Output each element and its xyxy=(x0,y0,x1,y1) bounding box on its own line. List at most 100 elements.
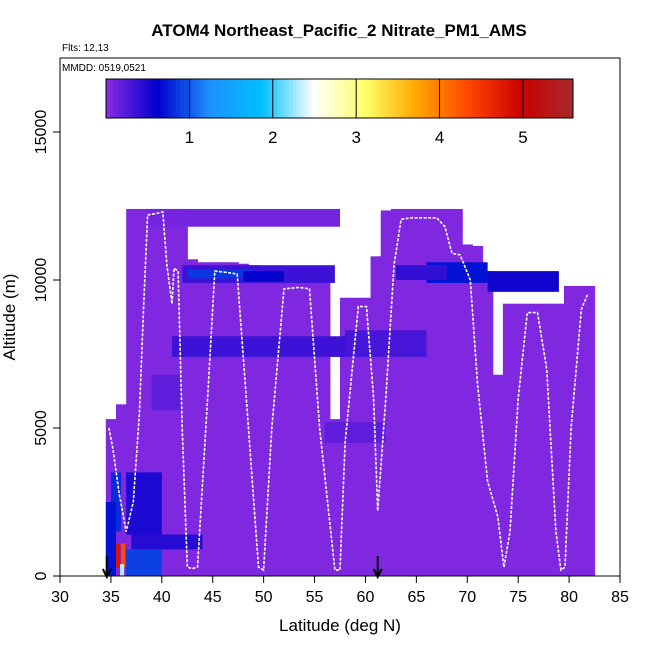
y-axis-label: Altitude (m) xyxy=(0,274,19,361)
flight-track xyxy=(108,210,589,572)
colorbar-swatch xyxy=(199,79,204,118)
colorbar-swatch xyxy=(405,79,411,118)
colorbar-swatch xyxy=(285,79,290,118)
curtain-column xyxy=(574,285,585,576)
y-axis: 0 5000 10000 15000 xyxy=(33,110,60,580)
curtain-bin xyxy=(116,543,121,568)
colorbar-swatch xyxy=(565,79,570,118)
colorbar-swatch xyxy=(164,79,169,118)
y-tick-label: 0 xyxy=(33,571,50,580)
curtain-column xyxy=(278,278,290,576)
colorbar-swatch xyxy=(152,79,158,118)
colorbar-swatch xyxy=(366,79,372,118)
colorbar-swatch xyxy=(432,79,438,118)
colorbar-swatch xyxy=(382,79,387,118)
x-tick-label: 70 xyxy=(458,589,476,606)
colorbar-swatch xyxy=(226,79,232,118)
curtain-column xyxy=(187,259,199,576)
curtain-column xyxy=(228,262,239,576)
curtain-column xyxy=(553,303,565,576)
flights-annotation: Flts: 12,13 xyxy=(62,43,109,54)
colorbar-swatch xyxy=(230,79,235,118)
colorbar-swatch xyxy=(121,79,126,118)
colorbar-swatch xyxy=(113,79,119,118)
colorbar-tick-label: 2 xyxy=(268,128,277,147)
colorbar-swatch xyxy=(355,79,360,118)
curtain-column xyxy=(126,208,137,576)
colorbar-swatch xyxy=(510,79,516,118)
curtain-column xyxy=(299,278,311,576)
colorbar-swatch xyxy=(506,79,512,118)
colorbar-swatch xyxy=(487,79,492,118)
colorbar-swatch xyxy=(553,79,558,118)
curtain-column xyxy=(289,278,300,576)
x-axis-label: Latitude (deg N) xyxy=(279,616,401,635)
colorbar-swatch xyxy=(491,79,496,118)
colorbar-swatch xyxy=(514,79,520,118)
colorbar-swatch xyxy=(393,79,399,118)
colorbar-tick-label: 3 xyxy=(351,128,360,147)
x-tick-label: 85 xyxy=(611,589,629,606)
curtain-bin xyxy=(396,265,447,280)
colorbar-swatch xyxy=(456,79,461,118)
colorbar-swatch xyxy=(129,79,134,118)
curtain-bin xyxy=(345,330,427,357)
colorbar-swatch xyxy=(257,79,263,118)
colorbar-swatch xyxy=(304,79,309,118)
curtain-bin xyxy=(243,271,284,282)
curtain-column xyxy=(401,208,412,576)
colorbar-swatch xyxy=(296,79,302,118)
colorbar-swatch xyxy=(429,79,434,118)
curtain-column xyxy=(543,303,555,576)
colorbar-swatch xyxy=(358,79,364,118)
curtain-column xyxy=(472,245,484,576)
curtain-column xyxy=(452,208,463,576)
colorbar-swatch xyxy=(471,79,477,118)
position-arrow xyxy=(101,556,112,580)
curtain-column xyxy=(329,419,341,576)
curtain-bin xyxy=(121,543,126,568)
colorbar-swatch xyxy=(545,79,551,118)
colorbar-swatch xyxy=(502,79,508,118)
colorbar-swatch xyxy=(238,79,243,118)
x-tick-label: 40 xyxy=(153,589,171,606)
colorbar-swatch xyxy=(401,79,407,118)
chart-title: ATOM4 Northeast_Pacific_2 Nitrate_PM1_AM… xyxy=(151,21,526,40)
colorbar-swatch xyxy=(425,79,430,118)
colorbar-swatch xyxy=(246,79,251,118)
colorbar-swatch xyxy=(125,79,130,118)
colorbar-swatch xyxy=(168,79,173,118)
colorbar-swatch xyxy=(440,79,446,118)
colorbar-swatch xyxy=(413,79,418,118)
colorbar-swatch xyxy=(467,79,473,118)
colorbar-swatch xyxy=(534,79,539,118)
colorbar-swatch xyxy=(133,79,138,118)
x-tick-label: 30 xyxy=(51,589,69,606)
x-tick-label: 80 xyxy=(560,589,578,606)
colorbar-swatch xyxy=(409,79,414,118)
x-axis: 30 35 40 45 50 55 60 65 70 75 80 85 xyxy=(51,576,629,606)
colorbar-swatch xyxy=(483,79,488,118)
colorbar-swatch xyxy=(378,79,383,118)
colorbar-swatch xyxy=(320,79,325,118)
colorbar-swatch xyxy=(277,79,282,118)
curtain-column xyxy=(248,265,260,576)
colorbar-swatch xyxy=(269,79,274,118)
colorbar-swatch xyxy=(374,79,379,118)
colorbar-swatch xyxy=(479,79,484,118)
colorbar-swatch xyxy=(234,79,239,118)
curtain-column xyxy=(523,303,535,576)
curtain-bin xyxy=(324,422,386,443)
colorbar-swatch xyxy=(179,79,185,118)
colorbar-swatch xyxy=(242,79,247,118)
colorbar-swatch xyxy=(106,79,111,118)
x-tick-label: 60 xyxy=(357,589,375,606)
curtain-bin xyxy=(120,564,125,576)
curtain-column xyxy=(502,303,514,576)
colorbar-swatch xyxy=(222,79,228,118)
colorbar-swatch xyxy=(117,79,123,118)
colorbar-swatch xyxy=(518,79,523,118)
dates-annotation: MMDD: 0519,0521 xyxy=(62,63,146,74)
y-tick-label: 5000 xyxy=(33,410,50,446)
colorbar-swatch xyxy=(156,79,161,118)
